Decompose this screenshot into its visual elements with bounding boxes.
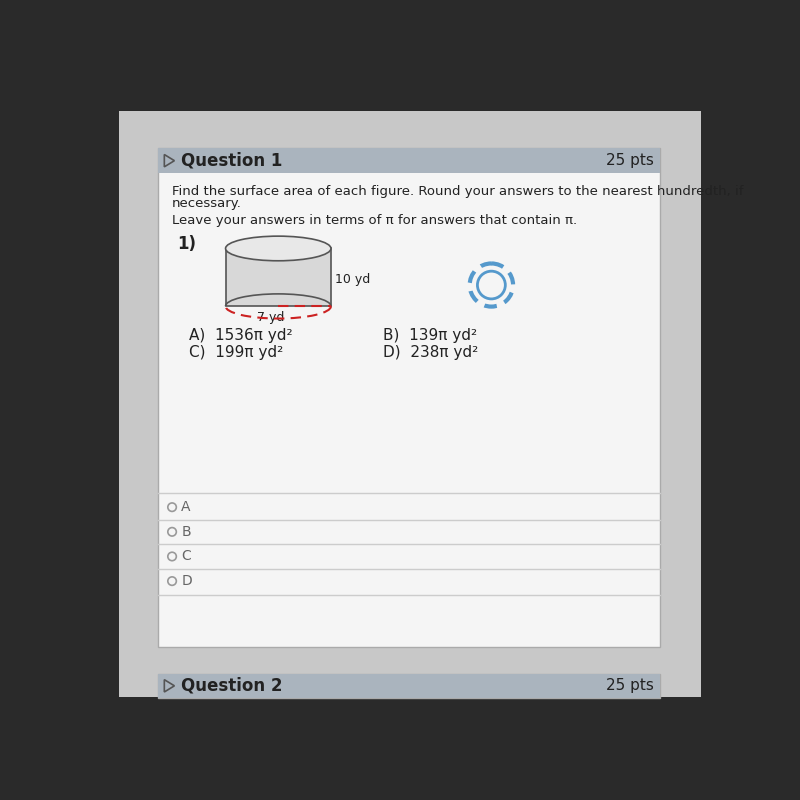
Text: Leave your answers in terms of π for answers that contain π.: Leave your answers in terms of π for ans… bbox=[172, 214, 578, 227]
FancyBboxPatch shape bbox=[119, 111, 701, 697]
Bar bbox=[158, 674, 660, 698]
Text: D: D bbox=[182, 574, 192, 588]
Text: C: C bbox=[182, 550, 191, 563]
Bar bbox=[158, 674, 660, 698]
Text: A)  1536π yd²: A) 1536π yd² bbox=[189, 328, 293, 342]
Text: B)  139π yd²: B) 139π yd² bbox=[383, 328, 477, 342]
Text: C)  199π yd²: C) 199π yd² bbox=[189, 345, 283, 360]
FancyBboxPatch shape bbox=[158, 148, 660, 647]
Text: necessary.: necessary. bbox=[172, 197, 242, 210]
Text: A: A bbox=[182, 500, 191, 514]
Text: D)  238π yd²: D) 238π yd² bbox=[383, 345, 478, 360]
Polygon shape bbox=[226, 249, 331, 306]
Text: 25 pts: 25 pts bbox=[606, 678, 654, 694]
Text: 10 yd: 10 yd bbox=[335, 273, 370, 286]
Bar bbox=[158, 148, 660, 173]
Text: Question 1: Question 1 bbox=[182, 152, 282, 170]
Text: 1): 1) bbox=[178, 234, 197, 253]
Text: B: B bbox=[182, 525, 191, 539]
Text: 25 pts: 25 pts bbox=[606, 153, 654, 168]
Ellipse shape bbox=[226, 236, 331, 261]
Text: 7 yd: 7 yd bbox=[257, 311, 284, 324]
Text: Find the surface area of each figure. Round your answers to the nearest hundredt: Find the surface area of each figure. Ro… bbox=[172, 185, 743, 198]
Text: Question 2: Question 2 bbox=[182, 677, 283, 695]
